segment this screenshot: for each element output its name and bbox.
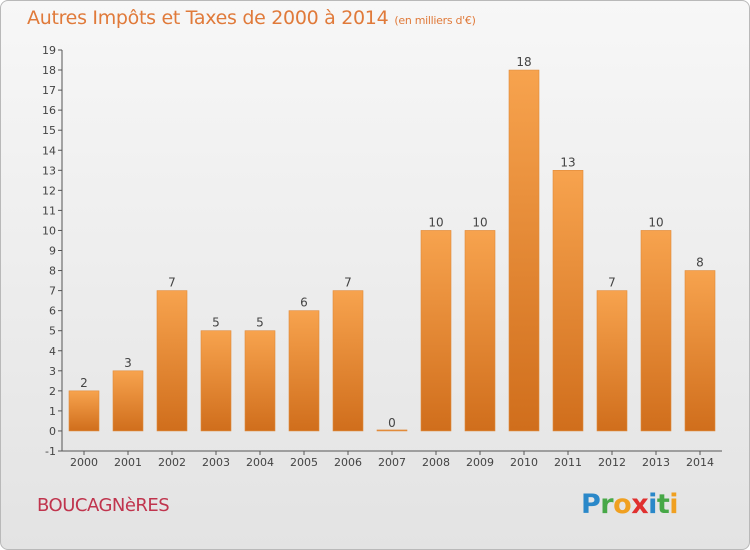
y-tick-label: 3 xyxy=(49,365,56,378)
x-tick-label-2004: 2004 xyxy=(246,456,274,469)
y-tick-label: 2 xyxy=(49,385,56,398)
data-label-2001: 3 xyxy=(124,356,132,370)
y-tick-label: 6 xyxy=(49,305,56,318)
y-tick-label: 13 xyxy=(42,164,56,177)
y-tick-label: 19 xyxy=(42,44,56,57)
data-label-2006: 7 xyxy=(344,276,352,290)
data-label-2014: 8 xyxy=(696,256,704,270)
chart-subtitle: (en milliers d'€) xyxy=(394,14,476,27)
x-tick-label-2008: 2008 xyxy=(422,456,450,469)
y-tick-label: 16 xyxy=(42,104,56,117)
data-label-2007: 0 xyxy=(388,416,396,430)
y-tick-label: 4 xyxy=(49,345,56,358)
y-tick-label: 12 xyxy=(42,184,56,197)
data-label-2008: 10 xyxy=(428,215,443,229)
x-tick-label-2002: 2002 xyxy=(158,456,186,469)
x-tick-label-2013: 2013 xyxy=(642,456,670,469)
bar-2008 xyxy=(420,230,452,432)
data-label-2000: 2 xyxy=(80,376,88,390)
y-tick-label: 18 xyxy=(42,64,56,77)
bar-2006 xyxy=(332,290,364,432)
x-tick-label-2007: 2007 xyxy=(378,456,406,469)
bar-2009 xyxy=(464,230,496,432)
bar-2013 xyxy=(640,230,672,432)
y-tick-label: 1 xyxy=(49,405,56,418)
bar-2002 xyxy=(156,290,188,432)
logo-letter: x xyxy=(631,489,649,520)
x-tick-label-2006: 2006 xyxy=(334,456,362,469)
x-tick-label-2001: 2001 xyxy=(114,456,142,469)
bar-2003 xyxy=(200,330,232,432)
bar-2014 xyxy=(684,270,716,432)
bar-2012 xyxy=(596,290,628,432)
x-tick-label-2012: 2012 xyxy=(598,456,626,469)
x-tick-label-2005: 2005 xyxy=(290,456,318,469)
logo-letter: i xyxy=(648,489,657,520)
data-label-2005: 6 xyxy=(300,296,308,310)
x-tick-label-2014: 2014 xyxy=(686,456,714,469)
data-label-2003: 5 xyxy=(212,316,220,330)
commune-name: BOUCAGNèRES xyxy=(37,495,170,516)
y-tick-label: 17 xyxy=(42,84,56,97)
data-label-2010: 18 xyxy=(516,55,531,69)
y-tick-label: 9 xyxy=(49,245,56,258)
data-label-2011: 13 xyxy=(560,155,575,169)
x-tick-label-2011: 2011 xyxy=(554,456,582,469)
bar-2011 xyxy=(552,170,584,432)
y-tick-label: 8 xyxy=(49,265,56,278)
bar-2000 xyxy=(68,390,100,432)
y-tick-label: 7 xyxy=(49,285,56,298)
y-tick-label: 15 xyxy=(42,124,56,137)
y-tick-label: 14 xyxy=(42,144,56,157)
y-tick-label: 0 xyxy=(49,425,56,438)
x-tick-label-2010: 2010 xyxy=(510,456,538,469)
bar-2005 xyxy=(288,310,320,432)
x-tick-label-2009: 2009 xyxy=(466,456,494,469)
logo-letter: i xyxy=(669,489,679,520)
logo-letter: t xyxy=(656,489,670,520)
logo-letter: o xyxy=(613,489,632,520)
data-label-2002: 7 xyxy=(168,276,176,290)
proxiti-logo: Proxiti xyxy=(581,489,679,520)
data-label-2009: 10 xyxy=(472,215,487,229)
data-label-2013: 10 xyxy=(648,215,663,229)
data-label-2004: 5 xyxy=(256,316,264,330)
chart-title: Autres Impôts et Taxes de 2000 à 2014 (en… xyxy=(27,7,476,29)
bar-2007 xyxy=(376,429,408,432)
bar-2010 xyxy=(508,69,540,432)
logo-letter: P xyxy=(581,489,601,520)
bar-2004 xyxy=(244,330,276,432)
logo-letter: r xyxy=(600,489,614,520)
x-tick-label-2003: 2003 xyxy=(202,456,230,469)
data-label-2012: 7 xyxy=(608,276,616,290)
bar-2001 xyxy=(112,370,144,432)
y-tick-label: 5 xyxy=(49,325,56,338)
y-tick-label: 10 xyxy=(42,224,56,237)
x-tick-label-2000: 2000 xyxy=(70,456,98,469)
y-tick-label: 11 xyxy=(42,204,56,217)
y-tick-label: -1 xyxy=(45,445,56,458)
